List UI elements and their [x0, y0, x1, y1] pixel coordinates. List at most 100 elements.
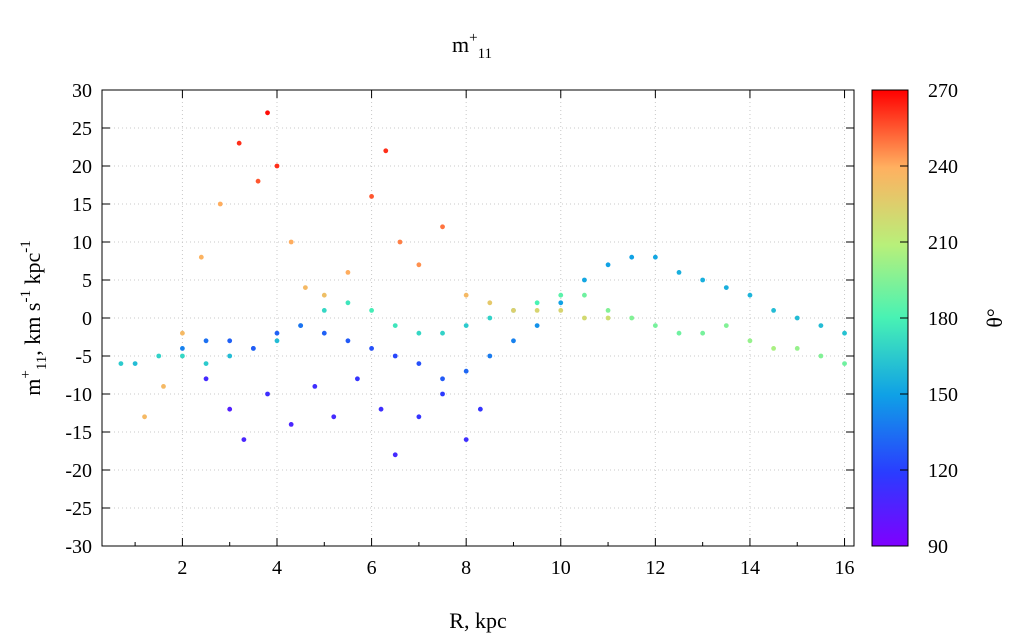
- x-axis-label: R, kpc: [449, 608, 507, 633]
- data-point: [156, 353, 162, 359]
- data-point: [558, 300, 564, 306]
- y-tick-label: 30: [72, 80, 92, 102]
- chart-title: m+11: [452, 30, 492, 62]
- data-point: [605, 262, 611, 268]
- data-point: [605, 315, 611, 321]
- data-point: [534, 323, 540, 328]
- data-point: [676, 330, 682, 336]
- data-point: [652, 254, 658, 260]
- series-theta-ridge-D: [203, 376, 483, 458]
- data-point: [378, 406, 384, 412]
- x-tick-label: 8: [461, 557, 471, 579]
- data-point: [629, 315, 635, 321]
- series-theta-ridge-B: [180, 254, 847, 382]
- data-point: [440, 330, 445, 336]
- x-tick-label: 10: [551, 557, 571, 579]
- data-point: [558, 292, 564, 298]
- data-point: [321, 292, 327, 298]
- data-point: [250, 346, 256, 351]
- data-point: [842, 361, 847, 366]
- data-point: [582, 277, 587, 283]
- data-point: [369, 194, 374, 199]
- data-point: [771, 346, 776, 351]
- plot-area: [102, 90, 854, 546]
- data-point: [274, 338, 280, 344]
- y-tick-label: 0: [82, 308, 92, 330]
- colorbar-tick-label: 240: [928, 156, 958, 178]
- data-point: [771, 308, 776, 313]
- data-point: [416, 361, 422, 366]
- y-axis-label: m+11, km s-1 kpc-1: [18, 240, 50, 396]
- series-theta-ridge-C: [142, 110, 611, 420]
- x-tick-label: 16: [835, 557, 855, 579]
- data-point: [227, 406, 233, 412]
- data-point: [321, 330, 327, 336]
- data-point: [312, 384, 318, 389]
- data-point: [203, 376, 209, 382]
- data-point: [818, 323, 824, 328]
- data-point: [369, 346, 374, 351]
- x-tick-label: 2: [177, 557, 187, 579]
- y-tick-label: -20: [65, 460, 92, 482]
- x-tick-label: 14: [740, 557, 760, 579]
- data-point: [265, 391, 270, 397]
- colorbar-tick-label: 270: [928, 80, 958, 102]
- colorbar-ticks: 90 120 150 180 210 240 270: [900, 80, 958, 558]
- data-point: [302, 285, 308, 290]
- data-point: [487, 353, 493, 359]
- y-tick-label: 15: [72, 194, 92, 216]
- colorbar-tick-label: 120: [928, 460, 958, 482]
- data-point: [321, 308, 327, 313]
- data-point: [118, 361, 124, 366]
- data-point: [161, 384, 166, 389]
- data-point: [298, 323, 304, 328]
- data-point: [463, 323, 469, 328]
- data-point: [605, 308, 611, 313]
- colorbar-tick-label: 150: [928, 384, 958, 406]
- data-point: [511, 308, 516, 313]
- data-point: [142, 414, 147, 420]
- data-point: [198, 254, 204, 260]
- data-point: [534, 308, 540, 313]
- data-point: [180, 353, 185, 359]
- data-point: [392, 323, 398, 328]
- data-point: [440, 391, 445, 397]
- data-point: [265, 110, 270, 116]
- data-point: [582, 292, 587, 298]
- data-point: [369, 308, 374, 313]
- y-tick-label: 25: [72, 118, 92, 140]
- data-point: [511, 338, 516, 344]
- data-point: [652, 323, 658, 328]
- data-point: [416, 262, 422, 268]
- colorbar-tick-label: 210: [928, 232, 958, 254]
- data-point: [180, 346, 185, 351]
- data-point: [582, 315, 587, 321]
- data-point: [132, 361, 138, 366]
- data-point: [383, 148, 389, 154]
- data-point: [227, 338, 233, 344]
- data-point: [747, 338, 753, 344]
- data-point: [288, 239, 294, 245]
- data-point: [241, 437, 247, 442]
- data-point: [331, 414, 337, 420]
- data-point: [236, 140, 242, 146]
- data-point: [274, 163, 280, 169]
- data-point: [416, 330, 422, 336]
- y-tick-label: -25: [65, 498, 92, 520]
- data-point: [794, 315, 800, 321]
- y-tick-label: -30: [65, 536, 92, 558]
- data-point: [629, 254, 635, 260]
- data-point: [477, 406, 483, 412]
- data-point: [440, 224, 445, 230]
- data-point: [842, 330, 847, 336]
- data-point: [676, 270, 682, 275]
- data-point: [818, 353, 824, 359]
- data-point: [345, 300, 351, 306]
- x-tick-label: 6: [367, 557, 377, 579]
- y-tick-label: -15: [65, 422, 92, 444]
- y-tick-label: -5: [75, 346, 92, 368]
- data-point: [203, 338, 209, 344]
- data-point: [255, 178, 261, 184]
- y-tick-label: -10: [65, 384, 92, 406]
